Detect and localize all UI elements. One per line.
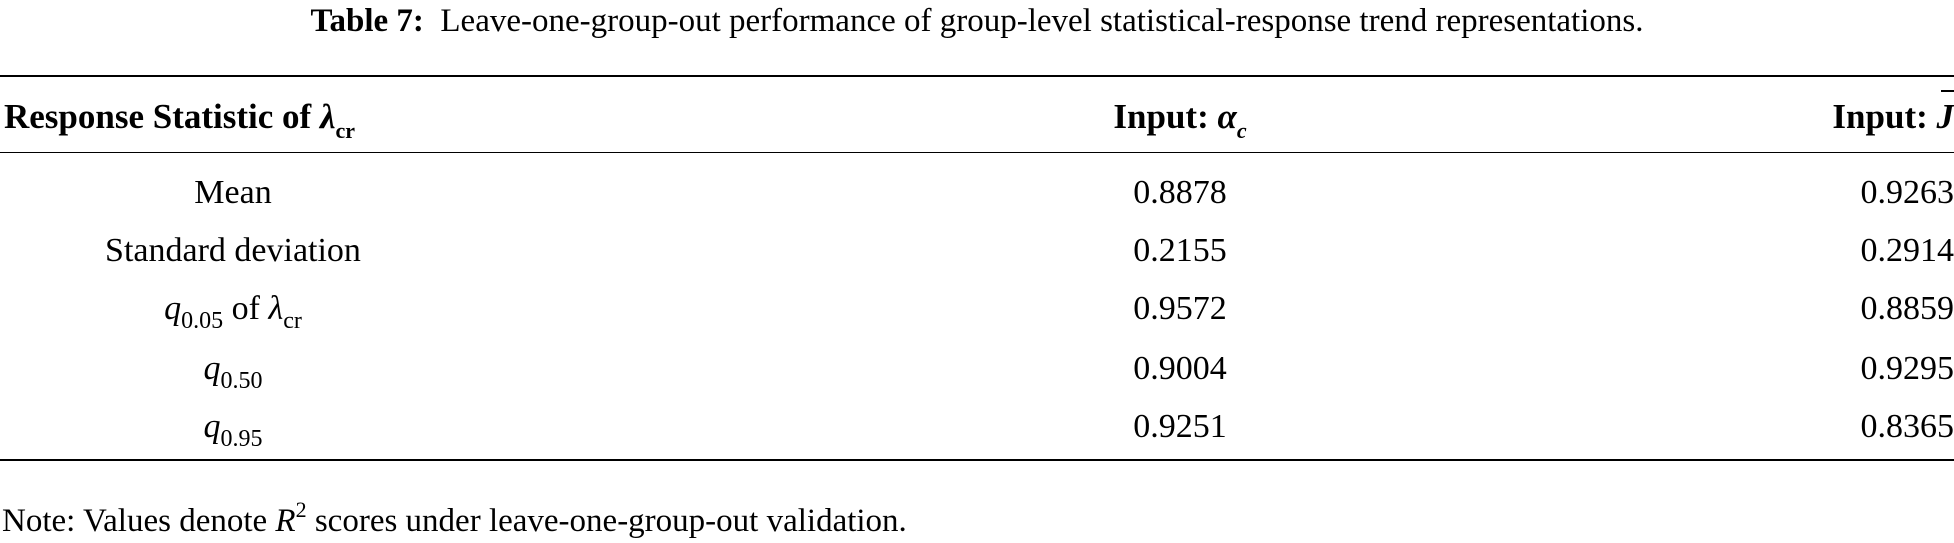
row-label: Mean <box>0 164 466 222</box>
table-row: Standard deviation 0.2155 0.2914 <box>0 222 1954 280</box>
jbar-value: 0.8365 <box>1754 398 1954 456</box>
table-row: q0.05 of λcr 0.9572 0.8859 <box>0 280 1954 338</box>
jbar-value: 0.8859 <box>1754 280 1954 338</box>
table-note: Note: Values denote R2 scores under leav… <box>2 490 907 534</box>
table-top-rule <box>0 75 1954 77</box>
jbar-value: 0.9263 <box>1754 164 1954 222</box>
table-row: Mean 0.8878 0.9263 <box>0 164 1954 222</box>
j-bar-symbol: J <box>1937 87 1954 147</box>
alpha-value: 0.9572 <box>1100 280 1260 338</box>
table-bottom-rule <box>0 459 1954 461</box>
header-response-statistic: Response Statistic of λcr <box>4 87 355 147</box>
header-input-jbar: Input: J <box>1832 87 1954 147</box>
table-header-row: Response Statistic of λcr Input: αc Inpu… <box>0 87 1954 147</box>
table-header-rule <box>0 152 1954 153</box>
jbar-value: 0.2914 <box>1754 222 1954 280</box>
r-symbol: R <box>275 503 295 539</box>
table-row: q0.95 0.9251 0.8365 <box>0 398 1954 456</box>
table-row: q0.50 0.9004 0.9295 <box>0 340 1954 398</box>
table-caption: Table 7: Leave-one-group-out performance… <box>0 0 1954 42</box>
header-input-alpha: Input: αc <box>1100 87 1260 147</box>
alpha-value: 0.9004 <box>1100 340 1260 398</box>
alpha-value: 0.8878 <box>1100 164 1260 222</box>
table-caption-text: Leave-one-group-out performance of group… <box>440 3 1643 39</box>
alpha-value: 0.2155 <box>1100 222 1260 280</box>
alpha-symbol: α <box>1217 97 1236 136</box>
row-label: q0.50 <box>0 340 466 398</box>
lambda-symbol: λ <box>320 97 336 136</box>
row-label: q0.05 of λcr <box>0 280 466 338</box>
row-label: q0.95 <box>0 398 466 456</box>
jbar-value: 0.9295 <box>1754 340 1954 398</box>
table-caption-label: Table 7: <box>311 3 424 39</box>
alpha-value: 0.9251 <box>1100 398 1260 456</box>
row-label: Standard deviation <box>0 222 466 280</box>
